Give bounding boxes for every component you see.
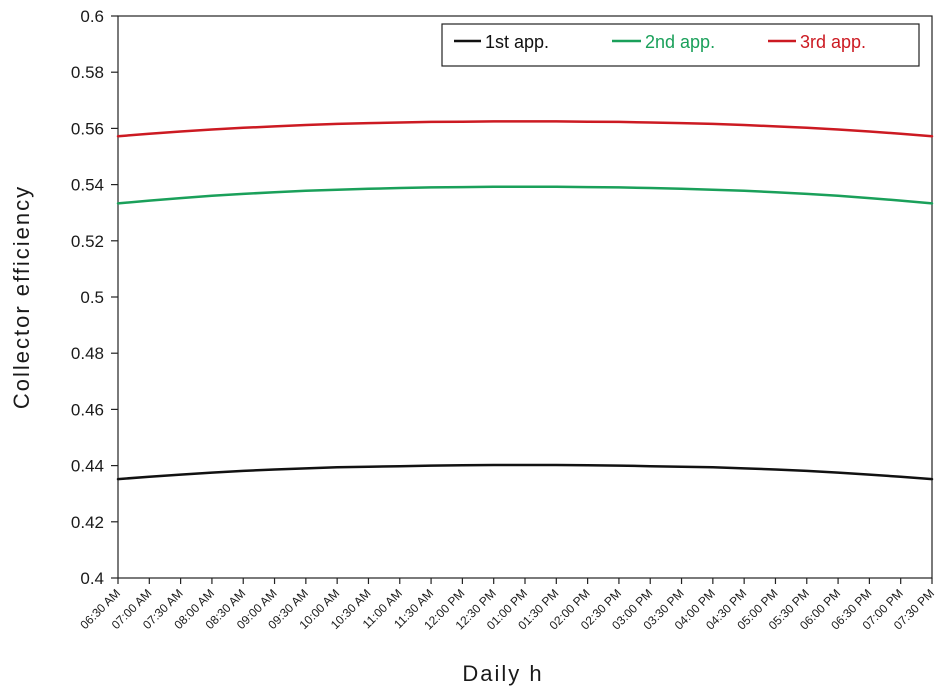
y-tick-label: 0.44	[71, 457, 104, 476]
x-axis-title: Daily h	[462, 661, 543, 686]
y-tick-label: 0.58	[71, 63, 104, 82]
y-tick-label: 0.56	[71, 119, 104, 138]
y-tick-label: 0.5	[80, 288, 104, 307]
y-axis: 0.4 0.42 0.44 0.46 0.48 0.5 0.52 0.54 0.56 0.58 0.…	[71, 7, 118, 588]
y-tick-label: 0.4	[80, 569, 104, 588]
y-axis-title: Collector efficiency	[9, 185, 34, 409]
y-tick-label: 0.48	[71, 344, 104, 363]
legend-box	[441, 23, 920, 67]
y-tick-label: 0.54	[71, 176, 104, 195]
legend: 1st app. 2nd app. 3rd app.	[441, 23, 920, 67]
y-tick-label: 0.46	[71, 400, 104, 419]
plot-area-frame	[117, 15, 933, 579]
series-line-3rd-app	[116, 120, 934, 138]
y-tick-label: 0.6	[80, 7, 104, 26]
y-tick-label: 0.52	[71, 232, 104, 251]
legend-label-3rd-app: 3rd app.	[800, 32, 866, 52]
legend-label-1st-app: 1st app.	[485, 32, 549, 52]
y-tick-label: 0.42	[71, 513, 104, 532]
legend-label-2nd-app: 2nd app.	[645, 32, 715, 52]
series-line-1st-app	[116, 463, 934, 481]
series-line-2nd-app	[116, 185, 934, 205]
series-lines	[116, 120, 934, 481]
